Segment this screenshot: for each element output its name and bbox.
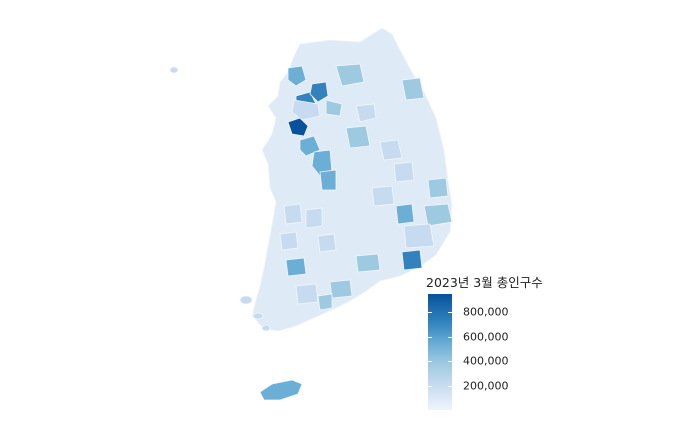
legend-title: 2023년 3월 총인구수: [426, 275, 543, 290]
district-jeonnam-south: [295, 283, 319, 305]
district-suncheon: [329, 279, 353, 299]
legend-tick: [428, 336, 432, 338]
legend-tick: [448, 361, 452, 363]
district-gyeongbuk-west: [371, 185, 395, 207]
district-seoul: [287, 117, 309, 137]
district-chungbuk: [379, 139, 403, 161]
district-jeonnam-west: [279, 231, 299, 251]
legend-tick: [428, 385, 432, 387]
legend-tick: [448, 385, 452, 387]
district-layer: [279, 63, 453, 311]
legend-tick: [448, 312, 452, 314]
islands: [169, 66, 303, 401]
ulleung-island: [169, 66, 179, 74]
district-central-east: [355, 103, 377, 123]
legend-tick: [448, 336, 452, 338]
legend-color-bar: [428, 294, 452, 410]
district-pohang: [427, 177, 449, 199]
district-daegu: [395, 203, 415, 225]
district-gangwon-east: [401, 77, 425, 101]
legend-tick-label: 200,000: [463, 379, 509, 393]
district-south-gyeonggi: [299, 135, 321, 157]
district-daejeon: [319, 169, 337, 191]
district-jeonbuk-west: [283, 203, 303, 225]
color-legend: 2023년 3월 총인구수 200,000 400,000 600,000 800,0…: [426, 272, 586, 422]
jeju-island: [259, 379, 303, 401]
district-jeonnam-coast: [317, 293, 333, 311]
district-goyang: [287, 65, 307, 87]
district-uijeongbu: [309, 81, 329, 103]
legend-tick-label: 400,000: [463, 354, 509, 368]
district-gwangju: [285, 257, 307, 277]
district-central: [345, 125, 371, 149]
southwest-islet-3: [261, 324, 271, 332]
district-gyeongnam-north: [403, 223, 435, 249]
legend-tick-label: 800,000: [463, 305, 509, 319]
district-jeonbuk-south: [317, 233, 337, 253]
district-busan: [401, 249, 423, 271]
legend-tick-label: 600,000: [463, 330, 509, 344]
legend-tick: [428, 361, 432, 363]
district-gyeongbuk-north: [393, 161, 415, 183]
district-jeonbuk-central: [305, 207, 323, 229]
southwest-islet-1: [239, 295, 253, 305]
southwest-islet-2: [252, 312, 264, 320]
district-north-gyeonggi: [335, 63, 365, 87]
district-gangwon-west: [325, 99, 343, 117]
district-incheon-gyeonggi: [291, 99, 321, 121]
district-yeosu: [355, 253, 381, 273]
district-ulsan: [423, 203, 453, 227]
legend-tick: [428, 312, 432, 314]
